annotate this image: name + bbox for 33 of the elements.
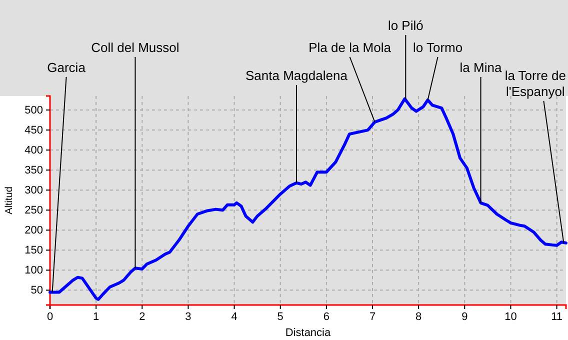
y-tick-label: 300 bbox=[24, 184, 43, 197]
x-axis-title: Distancia bbox=[285, 327, 332, 339]
annotation: Garcia bbox=[47, 60, 86, 75]
x-tick-label: 4 bbox=[231, 310, 238, 323]
x-tick-label: 1 bbox=[93, 310, 100, 323]
x-tick-label: 3 bbox=[185, 310, 192, 323]
y-tick-label: 150 bbox=[24, 244, 43, 257]
annotation: Pla de la Mola bbox=[308, 40, 392, 55]
x-tick-label: 8 bbox=[416, 310, 422, 323]
annotation: lo Piló bbox=[388, 18, 424, 33]
y-tick-label: 350 bbox=[24, 164, 43, 177]
annotation: Coll del Mussol bbox=[91, 40, 180, 55]
x-tick-label: 11 bbox=[551, 310, 562, 323]
y-tick-label: 250 bbox=[24, 204, 43, 217]
annotation: Santa Magdalena bbox=[246, 68, 348, 83]
annotation: la Mina bbox=[460, 60, 502, 75]
y-tick-label: 500 bbox=[24, 104, 43, 117]
y-tick-label: 400 bbox=[24, 144, 43, 157]
x-tick-label: 9 bbox=[462, 310, 468, 323]
annotation: lo Tormo bbox=[412, 40, 463, 55]
x-tick-label: 7 bbox=[369, 310, 376, 323]
y-tick-label: 450 bbox=[24, 124, 43, 137]
y-axis-title: Altitud bbox=[4, 186, 15, 214]
y-tick-label: 100 bbox=[24, 264, 43, 277]
x-tick-label: 0 bbox=[46, 310, 54, 323]
y-tick-label: 200 bbox=[24, 224, 43, 237]
x-tick-label: 2 bbox=[139, 310, 146, 323]
line-series bbox=[48, 97, 568, 301]
x-tick-label: 6 bbox=[323, 310, 330, 323]
annotation: la Torre de l'Espanyol bbox=[504, 68, 566, 99]
x-tick-label: 5 bbox=[277, 310, 284, 323]
x-tick-label: 10 bbox=[504, 310, 517, 323]
y-tick-label: 50 bbox=[30, 284, 43, 297]
